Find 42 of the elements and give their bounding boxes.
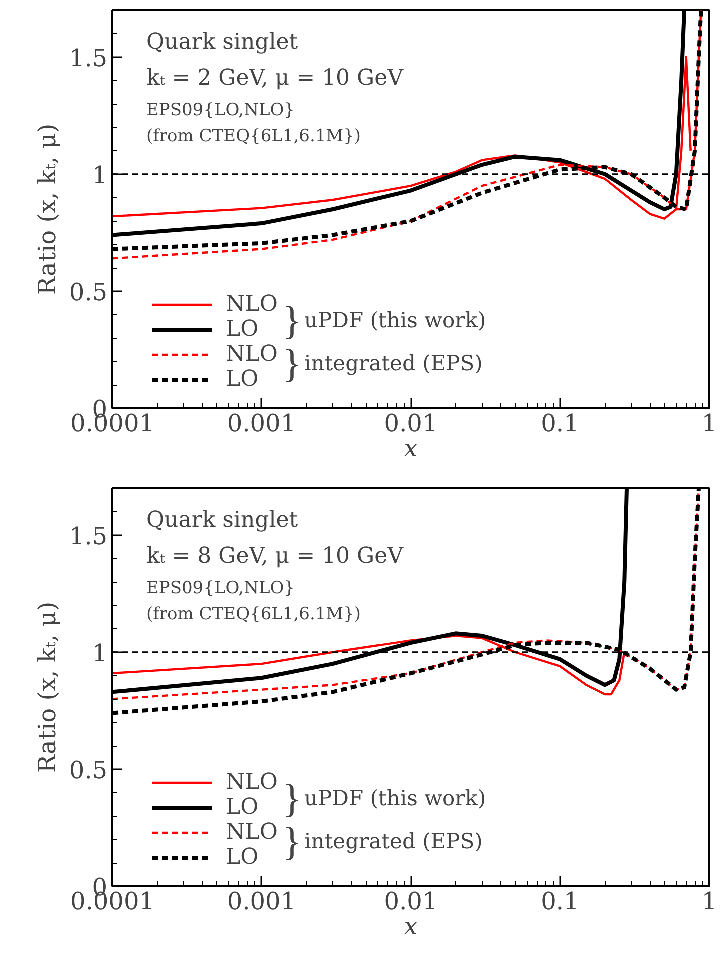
y-tick-label: 1 (92, 161, 108, 190)
y-tick-label: 1.5 (69, 44, 108, 72)
legend-label: NLO (226, 292, 278, 317)
annotation: uPDF (this work) (304, 308, 486, 332)
y-tick-label: 1 (92, 639, 108, 668)
legend-label: LO (226, 845, 259, 870)
x-tick-label: 0.01 (384, 410, 438, 438)
x-tick-label: 1 (702, 410, 718, 438)
annotation: Quark singlet (146, 30, 298, 55)
legend-label: NLO (226, 342, 278, 367)
annotation: kₜ = 8 GeV, μ = 10 GeV (146, 544, 405, 569)
x-tick-label: 0.001 (227, 410, 296, 438)
legend-label: LO (226, 795, 259, 820)
annotation: Quark singlet (146, 508, 298, 533)
annotation: EPS09{LO,NLO} (146, 100, 295, 120)
annotation: (from CTEQ{6L1,6.1M}) (146, 604, 362, 624)
legend-label: NLO (226, 820, 278, 845)
y-axis-title: Ratio (x, kₜ, μ) (33, 124, 62, 296)
annotation: } (282, 298, 302, 343)
x-tick-label: 1 (702, 888, 718, 916)
annotation: } (282, 341, 302, 386)
x-axis-title: x (404, 912, 418, 940)
legend-label: NLO (226, 770, 278, 795)
legend-label: LO (226, 317, 259, 342)
y-tick-label: 0.5 (69, 278, 108, 306)
x-tick-label: 0.1 (541, 410, 580, 438)
y-tick-label: 1.5 (69, 522, 108, 550)
annotation: uPDF (this work) (304, 786, 486, 810)
annotation: } (282, 819, 302, 864)
annotation: integrated (EPS) (304, 830, 483, 854)
annotation: integrated (EPS) (304, 352, 483, 376)
x-axis-title: x (404, 434, 418, 462)
annotation: EPS09{LO,NLO} (146, 578, 295, 598)
x-tick-label: 0.01 (384, 888, 438, 916)
annotation: (from CTEQ{6L1,6.1M}) (146, 126, 362, 146)
y-tick-label: 0.5 (69, 756, 108, 784)
annotation: } (282, 776, 302, 821)
y-axis-title: Ratio (x, kₜ, μ) (33, 602, 62, 774)
x-tick-label: 0.001 (227, 888, 296, 916)
legend-label: LO (226, 367, 259, 392)
x-tick-label: 0.1 (541, 888, 580, 916)
annotation: kₜ = 2 GeV, μ = 10 GeV (146, 66, 405, 91)
